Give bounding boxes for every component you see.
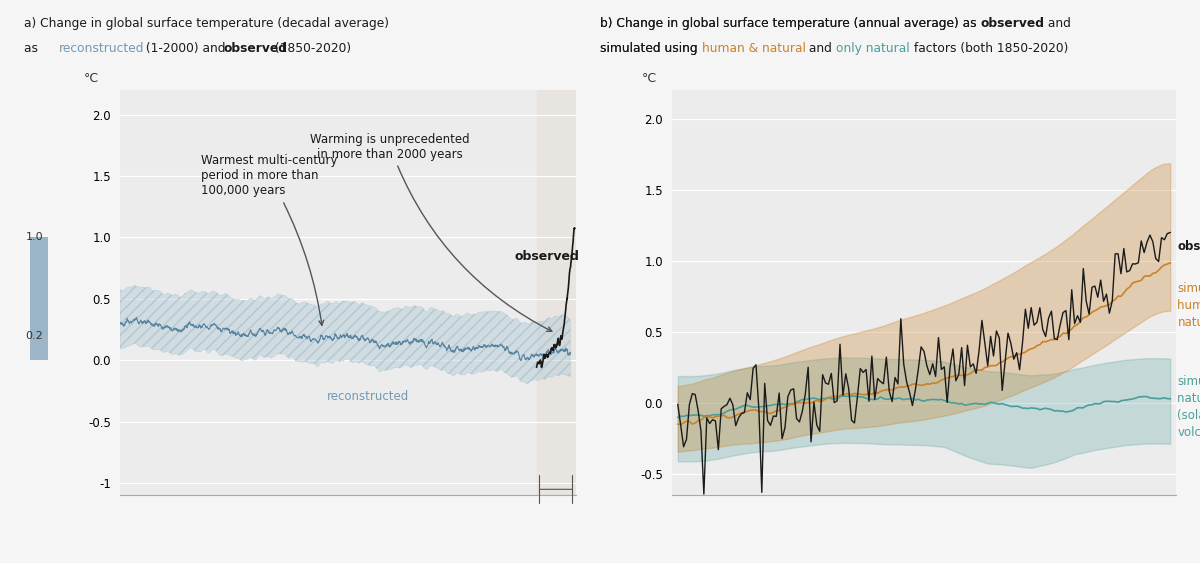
Text: simulated using: simulated using [600,42,702,55]
Text: (1-2000) and: (1-2000) and [142,42,229,55]
Bar [536,90,576,495]
Text: simulated
human &
natural: simulated human & natural [1177,282,1200,329]
Text: reconstructed: reconstructed [326,390,409,403]
Text: 1.0: 1.0 [25,233,43,243]
Bar [30,336,48,360]
Text: b) Change in global surface temperature (annual average) as: b) Change in global surface temperature … [600,17,980,30]
Text: observed: observed [1177,240,1200,253]
Text: human & natural: human & natural [702,42,805,55]
Text: observed: observed [980,17,1044,30]
Text: °C: °C [642,72,656,85]
Text: observed: observed [223,42,287,55]
Text: b) Change in global surface temperature (annual average) as: b) Change in global surface temperature … [600,17,980,30]
Bar [30,238,48,360]
Text: simulated using: simulated using [600,42,702,55]
Text: a) Change in global surface temperature (decadal average): a) Change in global surface temperature … [24,17,389,30]
Text: as: as [24,42,42,55]
Text: reconstructed: reconstructed [59,42,144,55]
Text: °C: °C [84,72,98,85]
Text: Warmest multi-century
period in more than
100,000 years: Warmest multi-century period in more tha… [200,154,337,325]
Text: 0.2: 0.2 [25,330,43,341]
Text: observed: observed [515,249,580,262]
Text: only natural: only natural [836,42,910,55]
Text: and: and [1044,17,1072,30]
Text: Warming is unprecedented
in more than 2000 years: Warming is unprecedented in more than 20… [311,133,552,332]
Text: factors (both 1850-2020): factors (both 1850-2020) [910,42,1068,55]
Text: simulated
natural only
(solar &
volcanic): simulated natural only (solar & volcanic… [1177,374,1200,439]
Text: and: and [805,42,836,55]
Text: (1850-2020): (1850-2020) [271,42,352,55]
